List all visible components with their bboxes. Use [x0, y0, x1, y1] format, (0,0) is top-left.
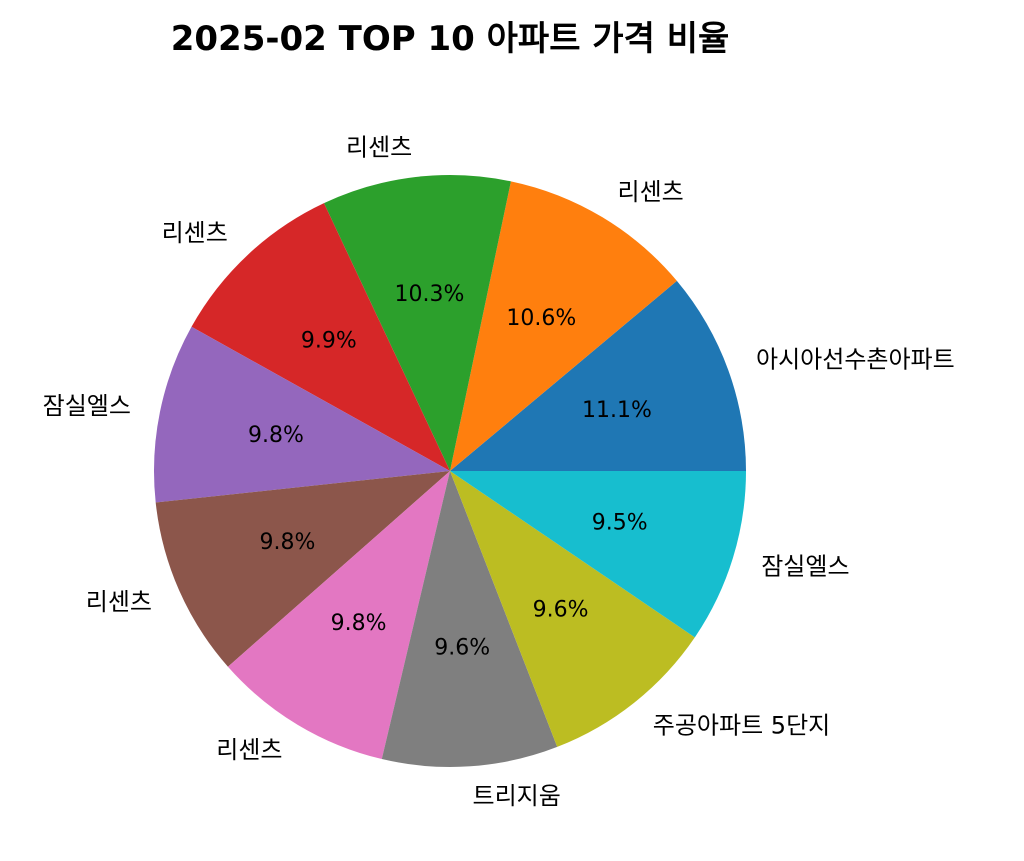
slice-label: 리센츠 — [346, 134, 412, 162]
slice-percent-label: 9.9% — [301, 329, 357, 354]
slice-label: 리센츠 — [162, 219, 228, 247]
pie-slice — [450, 181, 677, 471]
chart-title: 2025-02 TOP 10 아파트 가격 비율 — [171, 19, 730, 59]
slice-percent-label: 10.3% — [394, 282, 464, 307]
pie-slice — [227, 471, 450, 760]
slice-percent-label: 11.1% — [582, 398, 652, 423]
slice-percent-label: 10.6% — [506, 306, 576, 331]
pie-slice — [450, 471, 695, 747]
pie-slice — [381, 471, 558, 767]
pie-slice — [450, 280, 746, 471]
pie-slice — [323, 175, 511, 472]
slice-percent-label: 9.8% — [331, 611, 387, 636]
pie-slice — [155, 471, 451, 667]
slice-percent-label: 9.8% — [248, 423, 304, 448]
slice-label: 리센츠 — [618, 178, 684, 206]
pie-slices — [153, 175, 746, 767]
slice-label: 리센츠 — [86, 588, 152, 616]
pie-slice — [153, 326, 450, 503]
slice-percent-label: 9.6% — [533, 597, 589, 622]
pie-percent-labels: 11.1% 10.6% 10.3% 9.9% 9.8% 9.8% 9.8% 9.6% 9.6% 9… — [248, 282, 652, 661]
slice-percent-label: 9.8% — [260, 530, 316, 555]
slice-label: 주공아파트 5단지 — [653, 712, 830, 740]
slice-label: 잠실엘스 — [761, 553, 849, 581]
slice-label: 트리지움 — [472, 782, 560, 810]
slice-percent-label: 9.5% — [592, 511, 648, 536]
slice-percent-label: 9.6% — [434, 636, 490, 661]
pie-slice — [450, 471, 746, 638]
pie-slice — [191, 203, 450, 471]
slice-label: 아시아선수촌아파트 — [756, 346, 955, 374]
slice-label: 리센츠 — [216, 736, 282, 764]
slice-label: 잠실엘스 — [43, 392, 131, 420]
